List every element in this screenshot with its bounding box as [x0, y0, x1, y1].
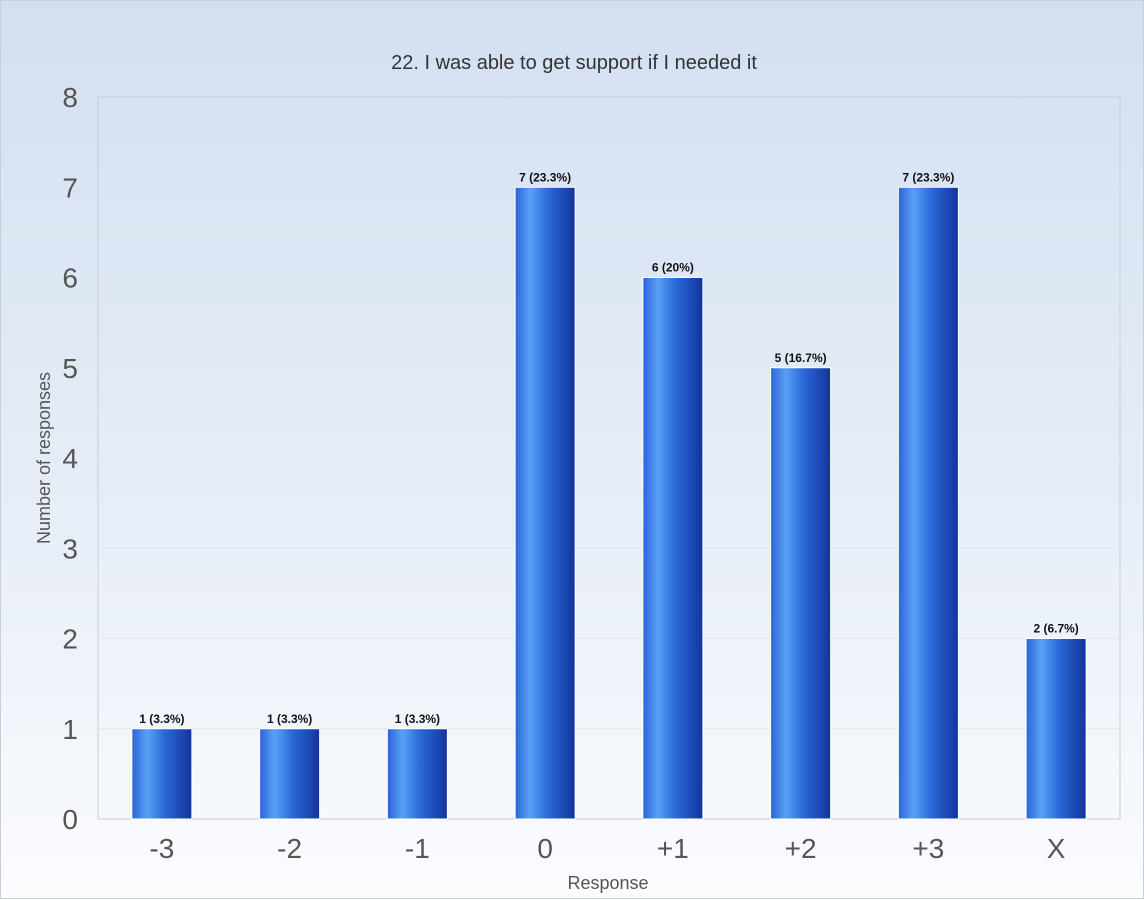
- bar-data-label: 7 (23.3%): [519, 170, 571, 184]
- y-tick-label: 4: [62, 443, 78, 474]
- bar: [131, 728, 193, 820]
- y-axis-label: Number of responses: [34, 372, 54, 544]
- x-tick-label: X: [1047, 833, 1066, 864]
- bar: [514, 186, 576, 820]
- bar: [386, 728, 448, 820]
- x-tick-label: +3: [912, 833, 944, 864]
- bar-data-label: 7 (23.3%): [902, 170, 954, 184]
- bar: [1025, 638, 1087, 820]
- chart-title: 22. I was able to get support if I neede…: [391, 52, 757, 74]
- x-tick-label: 0: [537, 833, 553, 864]
- plot-area: 0 1 2 3 4 5 6 7 8 1 (3.3%) -3 1 (3.3%) -2 1 (3.3%) -1 7…: [62, 82, 1121, 864]
- bar: [642, 277, 704, 820]
- x-tick-label: +2: [785, 833, 817, 864]
- y-tick-label: 8: [62, 82, 78, 113]
- y-tick-label: 5: [62, 353, 78, 384]
- y-tick-label: 3: [62, 533, 78, 564]
- x-axis-label: Response: [567, 873, 648, 893]
- bar: [897, 186, 959, 820]
- y-tick-label: 2: [62, 624, 78, 655]
- y-tick-label: 7: [62, 172, 78, 203]
- bar-data-label: 1 (3.3%): [139, 712, 184, 726]
- y-tick-label: 1: [62, 714, 78, 745]
- bar-data-label: 6 (20%): [652, 261, 694, 275]
- x-tick-label: -2: [277, 833, 302, 864]
- x-tick-label: +1: [657, 833, 689, 864]
- bar: [259, 728, 321, 820]
- y-tick-label: 0: [62, 804, 78, 835]
- bar-data-label: 2 (6.7%): [1033, 622, 1078, 636]
- bar-data-label: 1 (3.3%): [395, 712, 440, 726]
- x-tick-label: -1: [405, 833, 430, 864]
- bar-data-label: 5 (16.7%): [775, 351, 827, 365]
- bar-data-label: 1 (3.3%): [267, 712, 312, 726]
- x-tick-label: -3: [149, 833, 174, 864]
- bar: [770, 367, 832, 820]
- y-tick-label: 6: [62, 263, 78, 294]
